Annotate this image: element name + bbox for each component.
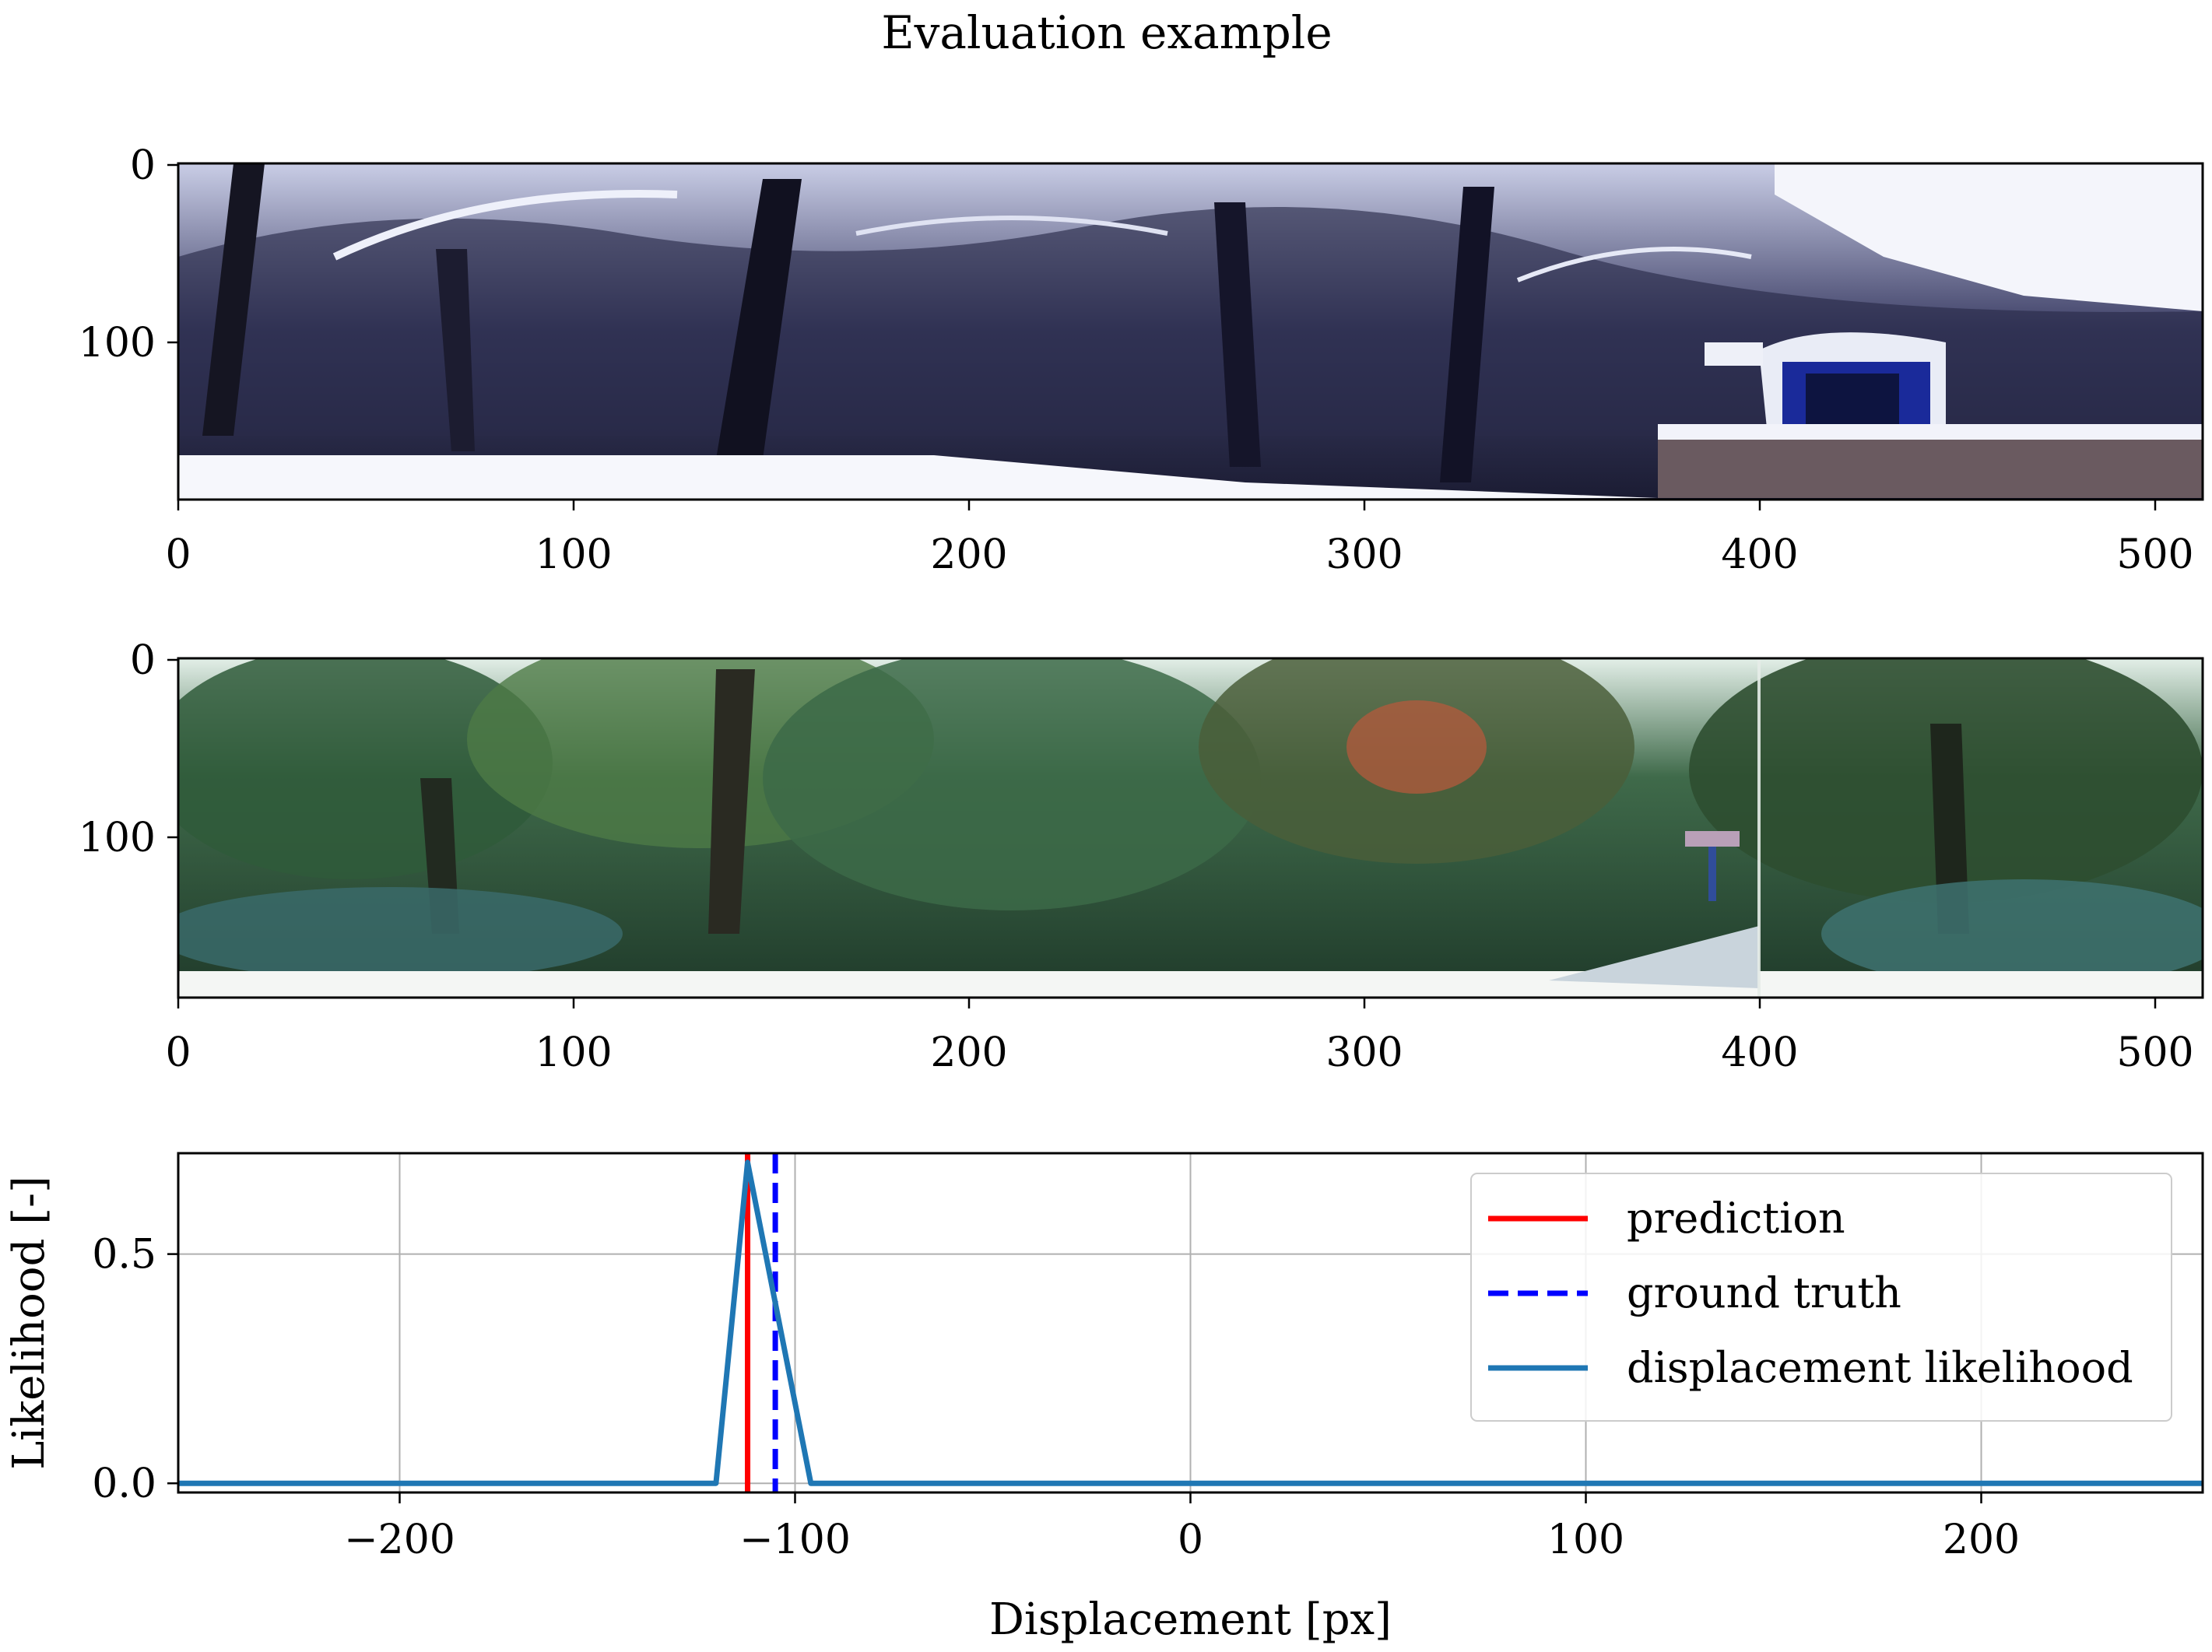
panel2-xtick: 300 bbox=[1325, 1029, 1403, 1076]
x-axis-label: Displacement [px] bbox=[989, 1594, 1392, 1645]
legend-box bbox=[1470, 1173, 2172, 1422]
figure-title: Evaluation example bbox=[881, 6, 1332, 59]
x-tick-label: −100 bbox=[739, 1517, 851, 1563]
panel1-y-axis: 0 100 bbox=[79, 142, 178, 367]
panel1-xtick: 300 bbox=[1325, 531, 1403, 578]
ground-truth-legend-label: ground truth bbox=[1627, 1268, 1901, 1317]
panel2-xtick: 500 bbox=[2116, 1029, 2193, 1076]
panel2-ytick: 0 bbox=[130, 637, 156, 684]
plot-x-axis: −200 −100 0 100 200 bbox=[344, 1492, 2020, 1563]
y-tick-label: 0.0 bbox=[92, 1461, 156, 1507]
panel1-xtick: 0 bbox=[165, 531, 191, 578]
summer-scene-picture bbox=[178, 658, 2203, 998]
panel1-ytick: 0 bbox=[130, 142, 156, 189]
likelihood-plot: −200 −100 0 100 200 0.0 0.5 Displacement [px]… bbox=[4, 1152, 2204, 1645]
prediction-legend-label: prediction bbox=[1627, 1194, 1845, 1243]
x-tick-label: −200 bbox=[344, 1517, 455, 1563]
image-panel-winter: 0 100 200 300 400 500 0 100 bbox=[79, 142, 2204, 578]
panel1-ytick: 100 bbox=[79, 320, 156, 367]
panel2-y-axis: 0 100 bbox=[79, 637, 178, 861]
y-tick-label: 0.5 bbox=[92, 1232, 156, 1278]
legend: prediction ground truth displacement likel… bbox=[1470, 1173, 2172, 1422]
panel1-xtick: 400 bbox=[1721, 531, 1798, 578]
panel2-xtick: 400 bbox=[1721, 1029, 1798, 1076]
displacement-likelihood-series bbox=[178, 1159, 2203, 1486]
x-tick-label: 100 bbox=[1547, 1517, 1624, 1563]
y-axis-label: Likelihood [-] bbox=[4, 1176, 54, 1470]
panel2-x-axis: 0 100 200 300 400 500 bbox=[165, 998, 2194, 1076]
panel1-xtick: 100 bbox=[535, 531, 612, 578]
plot-y-axis: 0.0 0.5 bbox=[92, 1232, 178, 1507]
panel2-ytick: 100 bbox=[79, 815, 156, 861]
displacement-likelihood-legend-label: displacement likelihood bbox=[1627, 1343, 2133, 1392]
panel2-xtick: 0 bbox=[165, 1029, 191, 1076]
x-tick-label: 0 bbox=[1178, 1517, 1203, 1563]
plot-series bbox=[178, 1153, 2203, 1492]
panel1-xtick: 200 bbox=[930, 531, 1007, 578]
image-panel-summer: 0 100 200 300 400 500 0 100 bbox=[79, 637, 2204, 1076]
x-tick-label: 200 bbox=[1943, 1517, 2020, 1563]
panel1-x-axis: 0 100 200 300 400 500 bbox=[165, 500, 2194, 578]
winter-scene-picture bbox=[178, 163, 2203, 500]
panel2-xtick: 200 bbox=[930, 1029, 1007, 1076]
panel2-xtick: 100 bbox=[535, 1029, 612, 1076]
panel1-xtick: 500 bbox=[2116, 531, 2193, 578]
